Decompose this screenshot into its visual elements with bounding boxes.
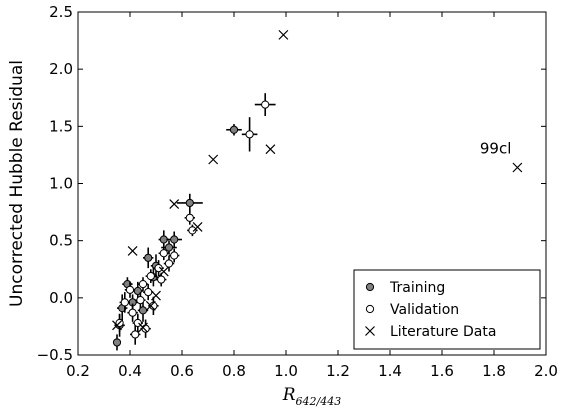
y-tick-label: 1.5: [49, 117, 73, 135]
x-axis-label: R642/443: [282, 385, 342, 408]
legend-label-literature-data: Literature Data: [390, 324, 496, 340]
x-axis-label-subscript: 642/443: [296, 395, 342, 408]
legend-marker-training: [365, 282, 375, 292]
data-point-validation: [120, 298, 129, 307]
x-tick-label: 1.4: [378, 362, 402, 380]
data-point-training: [159, 235, 168, 244]
data-point-literature-data: [208, 154, 219, 165]
legend-items: Training Validation Literature Data: [365, 280, 496, 340]
y-tick-label: 1.0: [49, 175, 73, 193]
axis-ticks: 0.2 0.4 0.6 0.8 1.0 1.2 1.4 1.6 1.8 2.0 −0.5 0.0 0.5…: [37, 3, 558, 380]
y-tick-label: 0.0: [49, 289, 73, 307]
y-tick-label: 2.0: [49, 60, 73, 78]
data-point-validation: [136, 296, 145, 305]
series-training: [112, 124, 242, 351]
data-point-validation: [141, 324, 150, 333]
legend-marker-literature-data: [365, 326, 375, 336]
data-point-validation: [164, 259, 174, 268]
x-tick-label: 0.8: [222, 362, 246, 380]
annotation-99cl: 99cl: [480, 139, 512, 157]
data-point-literature-data: [151, 290, 161, 301]
data-point-literature-data: [112, 320, 122, 331]
data-point-literature-data: [278, 29, 289, 40]
y-tick-label: 2.5: [49, 3, 73, 21]
data-point-validation: [185, 213, 194, 222]
data-point-training: [112, 338, 122, 347]
plot-content: [112, 29, 523, 351]
data-point-validation: [261, 100, 270, 109]
data-point-literature-data: [138, 322, 148, 333]
data-point-validation: [154, 264, 163, 273]
data-point-validation: [131, 330, 140, 339]
x-tick-label: 1.8: [482, 362, 506, 380]
series-validation: [115, 93, 276, 345]
data-point-validation: [245, 130, 254, 139]
data-point-validation: [146, 272, 155, 281]
legend-marker-validation: [365, 304, 375, 314]
data-point-literature-data: [265, 144, 276, 155]
data-point-literature-data: [127, 246, 138, 256]
data-point-validation: [144, 288, 153, 297]
x-tick-label: 2.0: [534, 362, 558, 380]
data-point-training: [164, 243, 174, 252]
legend-frame: [353, 269, 541, 350]
data-point-training: [170, 235, 179, 244]
data-point-validation: [128, 308, 137, 317]
y-tick-label: 0.5: [49, 232, 73, 250]
data-point-training: [229, 125, 239, 134]
legend-label-validation: Validation: [390, 302, 459, 318]
legend: Training Validation Literature Data: [353, 269, 541, 350]
series-literature-data: [112, 29, 523, 333]
data-point-validation: [149, 301, 158, 310]
x-tick-label: 1.2: [326, 362, 350, 380]
data-point-validation: [159, 249, 168, 258]
legend-label-training: Training: [389, 280, 445, 296]
x-tick-label: 1.6: [430, 362, 454, 380]
data-point-literature-data: [169, 199, 180, 210]
data-point-literature-data: [512, 162, 523, 173]
x-tick-label: 1.0: [274, 362, 298, 380]
data-point-training: [185, 198, 194, 208]
x-tick-label: 0.4: [118, 362, 142, 380]
data-point-validation: [125, 285, 135, 294]
x-axis-label-main: R: [282, 385, 296, 405]
y-axis-label: Uncorrected Hubble Residual: [7, 60, 27, 307]
data-point-validation: [138, 280, 148, 289]
y-tick-label: −0.5: [37, 346, 73, 364]
data-point-validation: [188, 226, 197, 235]
x-tick-label: 0.6: [170, 362, 194, 380]
data-point-literature-data: [192, 222, 203, 232]
x-tick-label: 0.2: [66, 362, 90, 380]
data-point-literature-data: [158, 266, 169, 277]
data-point-validation: [170, 251, 179, 260]
data-point-training: [144, 253, 153, 262]
data-point-validation: [157, 275, 166, 284]
data-point-literature-data: [145, 300, 156, 311]
